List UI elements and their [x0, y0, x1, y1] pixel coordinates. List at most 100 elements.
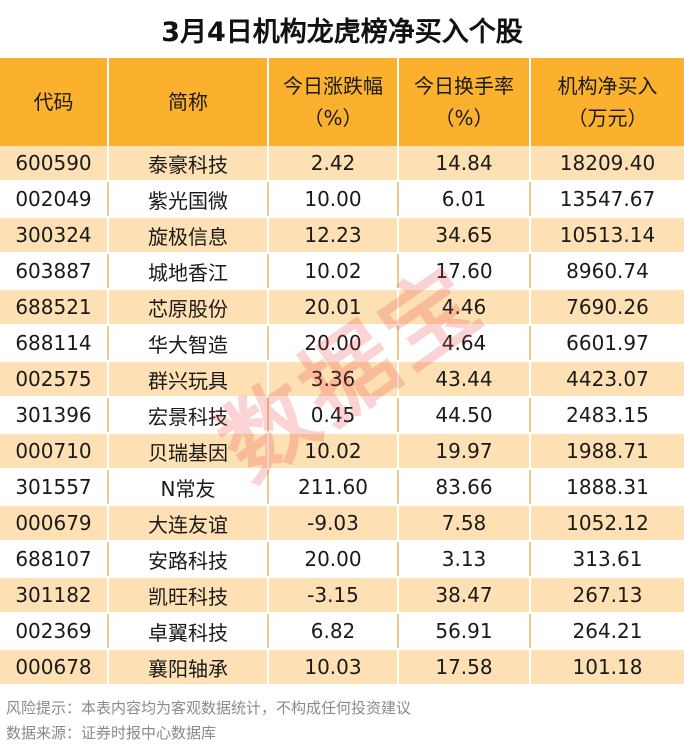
table-row: 300324 旋极信息 12.23 34.65 10513.14 — [0, 217, 684, 254]
cell-code: 688114 — [0, 324, 108, 362]
cell-net-buy: 18209.40 — [529, 146, 684, 182]
data-source: 数据来源：证券时报中心数据库 — [6, 724, 217, 742]
cell-name: 贝瑞基因 — [107, 433, 268, 470]
table-row: 301557 N常友 211.60 83.66 1888.31 — [0, 468, 684, 506]
cell-code: 002049 — [0, 180, 108, 218]
cell-change: 10.00 — [267, 180, 398, 218]
table-row: 603887 城地香江 10.02 17.60 8960.74 — [0, 252, 684, 290]
cell-net-buy: 313.61 — [529, 540, 684, 578]
table-row: 000678 襄阳轴承 10.03 17.58 101.18 — [0, 649, 684, 686]
cell-change: -3.15 — [267, 577, 398, 614]
cell-name: 华大智造 — [107, 324, 268, 362]
cell-code: 300324 — [0, 217, 108, 254]
cell-change: 10.02 — [267, 433, 398, 470]
header-turnover: 今日换手率 （%） — [397, 58, 530, 146]
cell-turnover: 19.97 — [397, 433, 530, 470]
cell-code: 000679 — [0, 505, 108, 542]
cell-turnover: 17.58 — [397, 649, 530, 686]
table-row: 688107 安路科技 20.00 3.13 313.61 — [0, 540, 684, 578]
cell-name: 襄阳轴承 — [107, 649, 268, 686]
cell-code: 603887 — [0, 252, 108, 290]
cell-name: 泰豪科技 — [107, 146, 268, 182]
cell-turnover: 7.58 — [397, 505, 530, 542]
risk-disclaimer: 风险提示：本表内容均为客观数据统计，不构成任何投资建议 — [6, 699, 412, 717]
cell-turnover: 38.47 — [397, 577, 530, 614]
cell-name: 大连友谊 — [107, 505, 268, 542]
cell-turnover: 83.66 — [397, 468, 530, 506]
header-name: 简称 — [107, 58, 268, 146]
cell-name: 安路科技 — [107, 540, 268, 578]
cell-turnover: 34.65 — [397, 217, 530, 254]
table-header-row: 代码 简称 今日涨跌幅 （%） 今日换手率 （%） 机构净买入 （万元） — [0, 58, 684, 146]
cell-change: 10.03 — [267, 649, 398, 686]
table-row: 688521 芯原股份 20.01 4.46 7690.26 — [0, 289, 684, 326]
cell-net-buy: 8960.74 — [529, 252, 684, 290]
cell-turnover: 17.60 — [397, 252, 530, 290]
cell-code: 301396 — [0, 396, 108, 434]
cell-net-buy: 4423.07 — [529, 361, 684, 398]
table-row: 600590 泰豪科技 2.42 14.84 18209.40 — [0, 146, 684, 182]
cell-code: 301182 — [0, 577, 108, 614]
cell-net-buy: 1888.31 — [529, 468, 684, 506]
header-net-buy: 机构净买入 （万元） — [529, 58, 684, 146]
cell-net-buy: 2483.15 — [529, 396, 684, 434]
cell-change: -9.03 — [267, 505, 398, 542]
footer: 风险提示：本表内容均为客观数据统计，不构成任何投资建议 数据来源：证券时报中心数… — [6, 696, 411, 746]
table-row: 002369 卓翼科技 6.82 56.91 264.21 — [0, 612, 684, 650]
cell-net-buy: 6601.97 — [529, 324, 684, 362]
table-row: 002575 群兴玩具 3.36 43.44 4423.07 — [0, 361, 684, 398]
table-row: 002049 紫光国微 10.00 6.01 13547.67 — [0, 180, 684, 218]
cell-net-buy: 10513.14 — [529, 217, 684, 254]
cell-turnover: 4.64 — [397, 324, 530, 362]
cell-turnover: 3.13 — [397, 540, 530, 578]
table-row: 688114 华大智造 20.00 4.64 6601.97 — [0, 324, 684, 362]
page-title: 3月4日机构龙虎榜净买入个股 — [161, 16, 523, 48]
cell-code: 002369 — [0, 612, 108, 650]
cell-turnover: 43.44 — [397, 361, 530, 398]
cell-turnover: 56.91 — [397, 612, 530, 650]
cell-turnover: 6.01 — [397, 180, 530, 218]
cell-code: 000710 — [0, 433, 108, 470]
cell-change: 12.23 — [267, 217, 398, 254]
cell-change: 20.01 — [267, 289, 398, 326]
cell-code: 000678 — [0, 649, 108, 686]
cell-change: 20.00 — [267, 324, 398, 362]
cell-change: 3.36 — [267, 361, 398, 398]
cell-turnover: 44.50 — [397, 396, 530, 434]
cell-name: 卓翼科技 — [107, 612, 268, 650]
cell-name: 旋极信息 — [107, 217, 268, 254]
table-row: 000679 大连友谊 -9.03 7.58 1052.12 — [0, 505, 684, 542]
cell-change: 6.82 — [267, 612, 398, 650]
header-code: 代码 — [0, 58, 108, 146]
cell-change: 20.00 — [267, 540, 398, 578]
cell-net-buy: 267.13 — [529, 577, 684, 614]
cell-change: 2.42 — [267, 146, 398, 182]
cell-name: 芯原股份 — [107, 289, 268, 326]
cell-net-buy: 101.18 — [529, 649, 684, 686]
cell-net-buy: 264.21 — [529, 612, 684, 650]
cell-change: 211.60 — [267, 468, 398, 506]
table-row: 000710 贝瑞基因 10.02 19.97 1988.71 — [0, 433, 684, 470]
cell-name: 城地香江 — [107, 252, 268, 290]
cell-name: 群兴玩具 — [107, 361, 268, 398]
net-buy-table: 代码 简称 今日涨跌幅 （%） 今日换手率 （%） 机构净买入 （万元） 600… — [0, 58, 684, 686]
cell-name: 宏景科技 — [107, 396, 268, 434]
cell-name: 紫光国微 — [107, 180, 268, 218]
cell-code: 688107 — [0, 540, 108, 578]
cell-net-buy: 1052.12 — [529, 505, 684, 542]
cell-code: 600590 — [0, 146, 108, 182]
cell-change: 0.45 — [267, 396, 398, 434]
cell-code: 688521 — [0, 289, 108, 326]
table-row: 301182 凯旺科技 -3.15 38.47 267.13 — [0, 577, 684, 614]
cell-code: 002575 — [0, 361, 108, 398]
cell-name: N常友 — [107, 468, 268, 506]
cell-name: 凯旺科技 — [107, 577, 268, 614]
cell-net-buy: 7690.26 — [529, 289, 684, 326]
cell-net-buy: 13547.67 — [529, 180, 684, 218]
cell-turnover: 4.46 — [397, 289, 530, 326]
cell-turnover: 14.84 — [397, 146, 530, 182]
cell-code: 301557 — [0, 468, 108, 506]
cell-change: 10.02 — [267, 252, 398, 290]
table-row: 301396 宏景科技 0.45 44.50 2483.15 — [0, 396, 684, 434]
header-change: 今日涨跌幅 （%） — [267, 58, 398, 146]
